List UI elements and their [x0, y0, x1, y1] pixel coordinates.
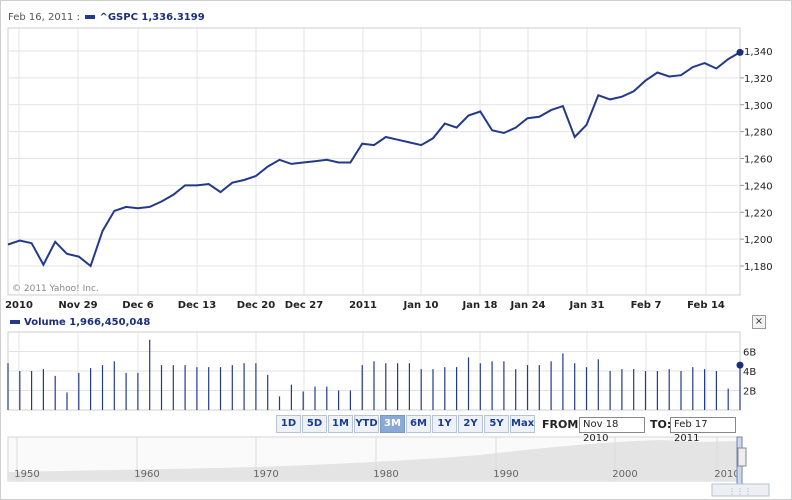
- range-button-6m[interactable]: 6M: [406, 415, 431, 433]
- price-x-tick-label: Jan 24: [510, 300, 546, 311]
- navigator-year-label: 1950: [14, 469, 39, 480]
- price-plot-area: [7, 27, 741, 296]
- price-x-tick-label: Jan 31: [569, 300, 605, 311]
- price-header: Feb 16, 2011 : ^GSPC 1,336.3199: [8, 12, 205, 23]
- volume-value: 1,966,450,048: [69, 317, 151, 328]
- price-y-tick-label: 1,200: [744, 235, 773, 246]
- navigator-year-label: 1980: [373, 469, 398, 480]
- navigator-year-label: 2010: [714, 469, 739, 480]
- range-button-3m[interactable]: 3M: [380, 415, 405, 433]
- from-date-input[interactable]: Nov 18 2010: [579, 417, 645, 444]
- scroll-grip-icon: ⋮⋮⋮: [728, 487, 752, 496]
- price-y-axis: 1,180 1,200 1,220 1,240 1,260 1,280 1,300 1,320…: [740, 47, 773, 273]
- price-y-tick-label: 1,260: [744, 155, 773, 166]
- to-date-input[interactable]: Feb 17 2011: [670, 417, 736, 444]
- range-button-2y[interactable]: 2Y: [458, 415, 483, 433]
- price-series-line: [7, 51, 741, 268]
- volume-y-tick-label: 6B: [743, 348, 756, 359]
- date-label: Feb 16, 2011 :: [8, 12, 80, 23]
- copyright-text: © 2011 Yahoo! Inc.: [12, 284, 99, 294]
- range-button-ytd[interactable]: YTD: [354, 415, 379, 433]
- volume-y-tick-label: 2B: [743, 387, 756, 398]
- price-y-tick-label: 1,300: [744, 101, 773, 112]
- price-y-tick-label: 1,340: [744, 47, 773, 58]
- range-button-1y[interactable]: 1Y: [432, 415, 457, 433]
- navigator-year-axis: 1950 1960 1970 1980 1990 2000 2010: [14, 437, 740, 481]
- navigator-year-label: 1960: [134, 469, 159, 480]
- price-y-tick-label: 1,180: [744, 262, 773, 273]
- price-x-tick-label: Nov 29: [58, 300, 97, 311]
- price-y-tick-label: 1,240: [744, 181, 773, 192]
- navigator-year-label: 2000: [612, 469, 637, 480]
- range-button-5y[interactable]: 5Y: [484, 415, 509, 433]
- price-y-tick-label: 1,220: [744, 208, 773, 219]
- navigator-year-label: 1970: [253, 469, 278, 480]
- price-grid: [8, 28, 740, 295]
- price-x-tick-label: Dec 20: [237, 300, 275, 311]
- navigator-handle[interactable]: [737, 447, 747, 467]
- volume-y-axis: 2B 4B 6B: [743, 348, 756, 398]
- symbol-label: ^GSPC: [99, 12, 138, 23]
- price-end-marker[interactable]: [736, 48, 744, 56]
- price-x-tick-label: Dec 27: [285, 300, 323, 311]
- price-x-tick-label: Jan 18: [462, 300, 498, 311]
- range-button-1m[interactable]: 1M: [328, 415, 353, 433]
- range-button-max[interactable]: Max: [510, 415, 535, 433]
- from-label: FROM:: [542, 418, 583, 431]
- price-x-tick-label: Jan 10: [403, 300, 439, 311]
- price-x-tick-label: 2011: [349, 300, 377, 311]
- price-x-tick-label: Feb 14: [687, 300, 725, 311]
- navigator-history-area: [8, 440, 740, 481]
- price-x-tick-label: 2010: [5, 300, 33, 311]
- series-swatch: [85, 15, 96, 19]
- price-x-tick-label: Feb 7: [631, 300, 662, 311]
- price-x-tick-label: Dec 6: [122, 300, 153, 311]
- volume-swatch: [10, 320, 20, 324]
- range-selector: 1D 5D 1M YTD 3M 6M 1Y 2Y 5Y Max: [276, 415, 535, 433]
- navigator-year-label: 1990: [493, 469, 518, 480]
- close-icon[interactable]: ×: [752, 315, 766, 329]
- to-label: TO:: [650, 418, 672, 431]
- volume-y-tick-label: 4B: [743, 367, 756, 378]
- price-value: 1,336.3199: [141, 12, 205, 23]
- price-x-axis: 2010 Nov 29 Dec 6 Dec 13 Dec 20 Dec 27 2011 Jan…: [5, 300, 725, 311]
- volume-bars: [7, 339, 741, 410]
- volume-label: Volume: [24, 317, 66, 328]
- price-x-tick-label: Dec 13: [178, 300, 216, 311]
- price-y-tick-label: 1,280: [744, 128, 773, 139]
- volume-header: Volume 1,966,450,048: [8, 317, 150, 328]
- range-button-1d[interactable]: 1D: [276, 415, 301, 433]
- range-button-5d[interactable]: 5D: [302, 415, 327, 433]
- volume-end-marker[interactable]: [736, 361, 744, 369]
- navigator-scrollbar[interactable]: [711, 483, 770, 497]
- price-y-tick-label: 1,320: [744, 74, 773, 85]
